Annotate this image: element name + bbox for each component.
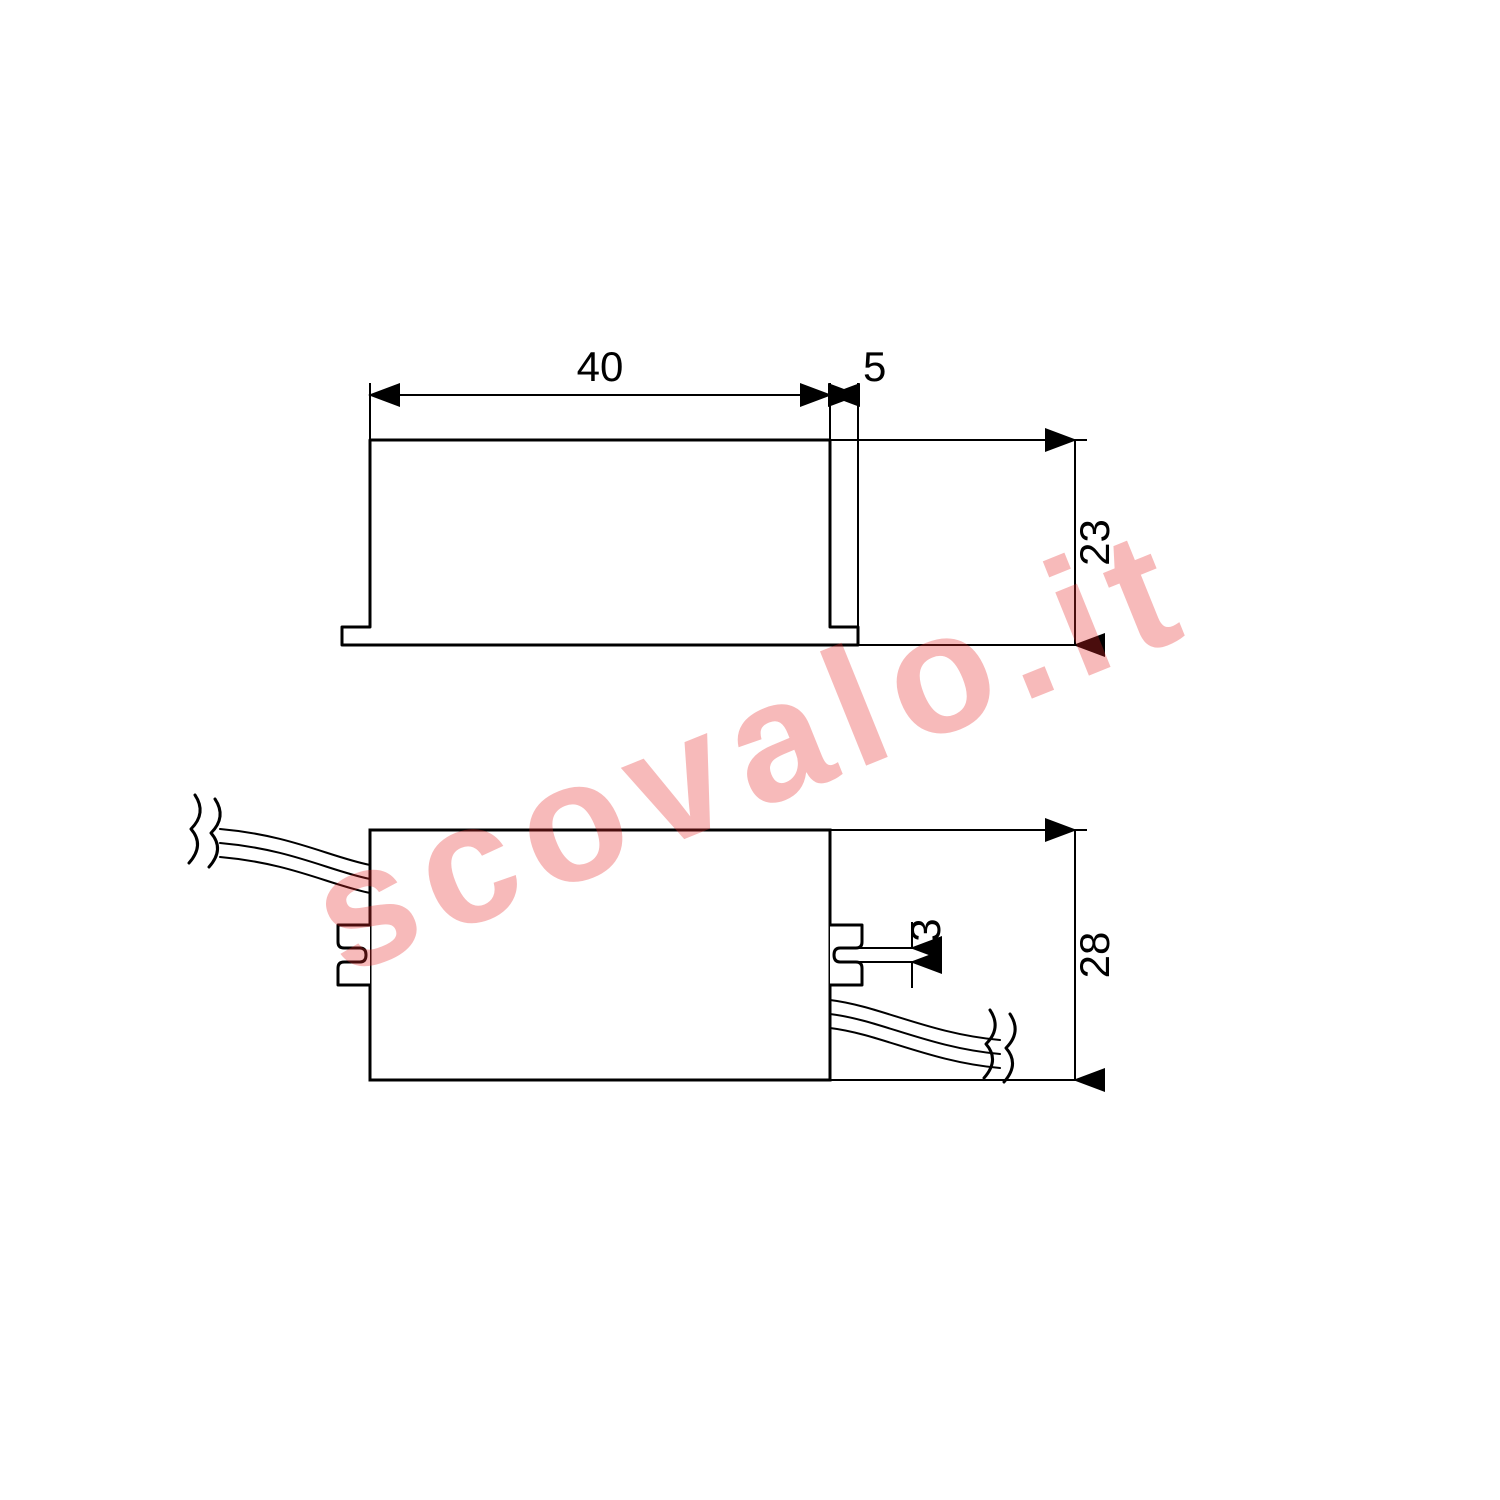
top-view: 28 3 — [189, 795, 1118, 1082]
side-view: 40 5 23 — [342, 343, 1118, 645]
technical-drawing: 40 5 23 28 3 — [0, 0, 1500, 1500]
dim-23-label: 23 — [1071, 519, 1118, 566]
dim-28-label: 28 — [1071, 932, 1118, 979]
dim-3-label: 3 — [902, 918, 949, 941]
dim-40-label: 40 — [577, 343, 624, 390]
dim-5-label: 5 — [863, 343, 886, 390]
